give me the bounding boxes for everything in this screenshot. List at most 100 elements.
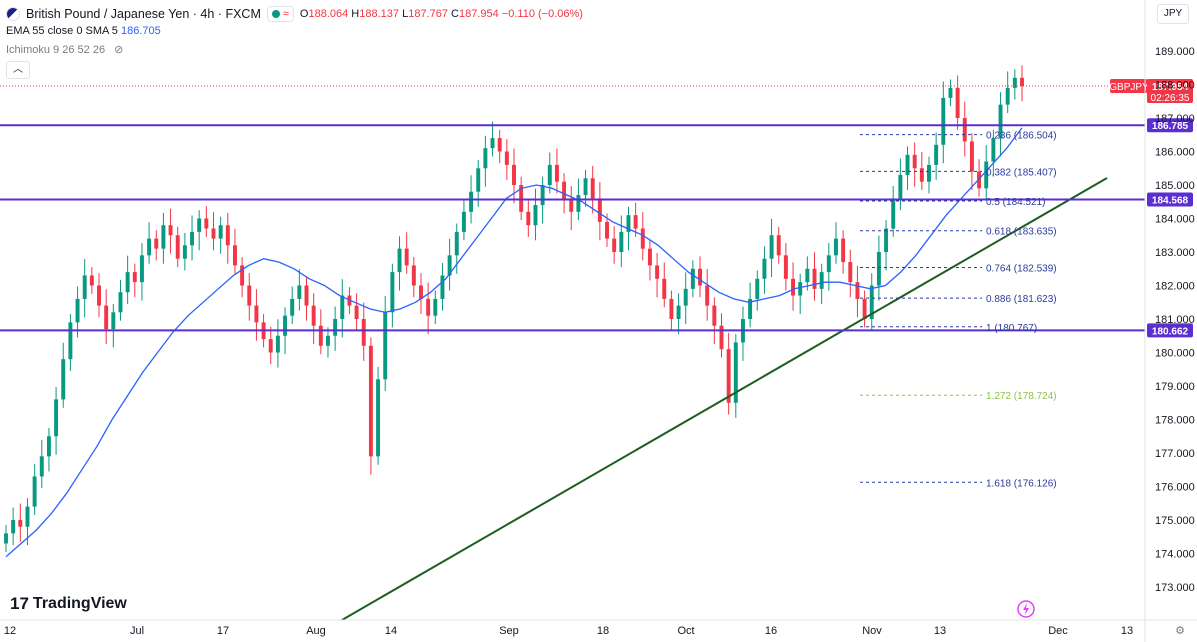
candles-layer <box>4 65 1024 552</box>
y-tick-label: 175.000 <box>1155 515 1195 527</box>
hidden-eye-icon[interactable]: ⊘ <box>114 44 124 56</box>
ema-label: EMA 55 close 0 SMA 5 <box>6 25 118 37</box>
lines-layer: 186.785 184.568 180.662 0.236 (186.504) 0.38… <box>0 79 1193 621</box>
candle-body <box>762 258 767 279</box>
y-tick-label: 185.000 <box>1155 180 1195 192</box>
candle-body <box>254 305 259 323</box>
candle-body <box>776 235 781 256</box>
candle-body <box>46 436 51 457</box>
lightning-icon[interactable] <box>1016 599 1036 619</box>
candle-body <box>812 268 817 289</box>
y-tick-label: 173.000 <box>1155 582 1195 594</box>
candle-body <box>483 148 488 169</box>
candle-body <box>647 248 652 266</box>
candle-body <box>190 231 194 246</box>
candle-body <box>955 87 960 118</box>
ema-indicator-row[interactable]: EMA 55 close 0 SMA 5 186.705 <box>6 25 161 37</box>
candle-body <box>898 174 903 199</box>
candle-body <box>61 359 66 400</box>
settings-icon[interactable]: ⚙ <box>1175 625 1185 637</box>
candle-body <box>519 185 524 212</box>
level-price-label: 180.662 <box>1152 326 1189 337</box>
fib-level-label: 0.236 (186.504) <box>986 131 1057 142</box>
candle-body <box>1012 77 1017 88</box>
candle-body <box>139 255 144 283</box>
candle-body <box>89 275 94 286</box>
candle-body <box>304 285 309 306</box>
low-value: 187.767 <box>408 8 448 20</box>
candle-body <box>147 238 152 256</box>
symbol-tag-label: GBPJPY <box>1109 82 1149 93</box>
candle-body <box>161 225 166 249</box>
chart-header: British Pound / Japanese Yen · 4h · FXCM… <box>6 6 583 22</box>
x-tick-label: 17 <box>217 625 229 637</box>
candle-body <box>132 272 137 283</box>
fib-level-label: 0.382 (185.407) <box>986 167 1057 178</box>
candle-body <box>526 211 531 226</box>
candle-body <box>977 171 982 189</box>
candle-body <box>1005 87 1010 105</box>
candle-body <box>590 178 595 199</box>
candle-body <box>512 164 516 185</box>
candle-body <box>454 231 459 256</box>
candle-body <box>726 349 731 403</box>
candle-body <box>733 342 738 403</box>
currency-button[interactable]: JPY <box>1157 4 1189 24</box>
level-price-tag <box>1147 118 1193 133</box>
candle-body <box>540 185 545 206</box>
candle-body <box>547 164 552 185</box>
candle-body <box>791 278 796 296</box>
ichimoku-indicator-row[interactable]: Ichimoku 9 26 52 26 ⊘ <box>6 43 123 56</box>
level-price-label: 184.568 <box>1152 195 1189 206</box>
candle-body <box>998 104 1003 139</box>
candle-body <box>497 138 502 152</box>
change-value: −0.110 (−0.06%) <box>501 8 583 20</box>
x-tick-label: Sep <box>499 625 519 637</box>
symbol-title[interactable]: British Pound / Japanese Yen · 4h · FXCM <box>26 7 261 21</box>
candle-body <box>225 225 230 246</box>
candle-body <box>326 335 330 346</box>
candle-body <box>311 305 316 326</box>
y-tick-label: 187.000 <box>1155 113 1195 125</box>
candle-body <box>204 218 209 229</box>
candle-body <box>218 225 223 239</box>
candle-body <box>719 325 724 350</box>
candle-body <box>461 211 466 232</box>
close-value: 187.954 <box>458 8 499 20</box>
candle-body <box>769 235 774 259</box>
candle-body <box>690 268 695 289</box>
candle-body <box>819 272 824 289</box>
candle-body <box>290 298 295 316</box>
candle-body <box>683 288 688 306</box>
candle-body <box>11 520 16 534</box>
candle-body <box>912 154 917 169</box>
candle-body <box>97 285 101 306</box>
y-tick-label: 188.000 <box>1155 80 1195 92</box>
close-label: C <box>451 8 459 20</box>
open-value: 188.064 <box>308 8 349 20</box>
candle-body <box>676 305 681 319</box>
candle-body <box>948 87 953 98</box>
candle-body <box>619 231 624 252</box>
candle-body <box>361 319 366 346</box>
x-tick-label: Jul <box>130 625 144 637</box>
candle-body <box>705 285 710 306</box>
collapse-legend-button[interactable]: ︿ <box>6 61 30 79</box>
y-tick-label: 178.000 <box>1155 415 1195 427</box>
chevron-up-icon: ︿ <box>13 64 23 75</box>
candle-body <box>39 456 44 477</box>
x-tick-label: Oct <box>677 625 694 637</box>
candle-body <box>32 476 37 507</box>
candle-body <box>805 268 810 283</box>
x-tick-label: 13 <box>1121 625 1133 637</box>
current-price-tag <box>1147 79 1193 104</box>
support-trendline[interactable] <box>341 177 1108 621</box>
x-tick-label: 12 <box>4 625 16 637</box>
x-tick-label: 16 <box>765 625 777 637</box>
candle-body <box>626 215 631 232</box>
market-status-pill[interactable]: ≈ <box>266 6 294 22</box>
candle-body <box>275 335 280 353</box>
candle-body <box>182 245 187 259</box>
candle-body <box>469 191 474 212</box>
